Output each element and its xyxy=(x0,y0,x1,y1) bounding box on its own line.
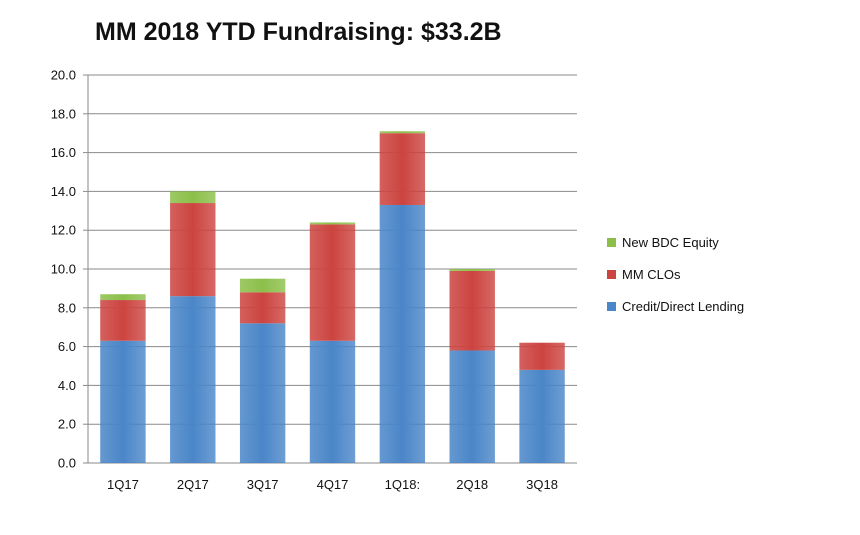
bar-segment-mm-clos-1q18 xyxy=(379,133,426,205)
x-axis-tick-labels: 1Q17 2Q17 3Q17 4Q17 1Q18: 2Q18 3Q18 xyxy=(107,477,558,492)
bar-segment-mm-clos-4q17 xyxy=(309,224,356,341)
bar-segment-mm-clos-2q17 xyxy=(170,203,216,297)
bar-segment-new-bdc-equity-2q18 xyxy=(449,269,495,271)
legend-swatch xyxy=(607,270,616,279)
x-tick-label: 1Q17 xyxy=(107,477,139,492)
bar-segment-new-bdc-equity-1q17 xyxy=(100,294,146,301)
bar-segment-credit-direct-lending-2q17 xyxy=(170,296,216,463)
legend: New BDC Equity MM CLOs Credit/Direct Lendi… xyxy=(607,235,744,314)
legend-label: MM CLOs xyxy=(622,267,681,282)
y-tick-label: 4.0 xyxy=(58,378,76,393)
legend-label: New BDC Equity xyxy=(622,235,719,250)
y-tick-label: 10.0 xyxy=(51,262,76,277)
bar-segment-new-bdc-equity-3q17 xyxy=(239,278,286,293)
bar-segment-credit-direct-lending-2q18 xyxy=(449,350,495,463)
bar-segment-credit-direct-lending-3q18 xyxy=(519,369,565,463)
bar-segment-credit-direct-lending-1q18 xyxy=(379,204,426,464)
x-tick-label: 2Q18 xyxy=(456,477,488,492)
x-tick-label: 4Q17 xyxy=(317,477,349,492)
x-tick-label: 3Q17 xyxy=(247,477,279,492)
y-tick-label: 0.0 xyxy=(58,456,76,471)
x-tick-label: 3Q18 xyxy=(526,477,558,492)
legend-swatch xyxy=(607,238,616,247)
legend-swatch xyxy=(607,302,616,311)
y-tick-label: 14.0 xyxy=(51,184,76,199)
y-axis-tick-labels: 0.0 2.0 4.0 6.0 8.0 10.0 12.0 14.0 16.0 18.0 20.0 xyxy=(51,68,76,471)
chart-title: MM 2018 YTD Fundraising: $33.2B xyxy=(95,18,502,46)
y-tick-label: 6.0 xyxy=(58,339,76,354)
bar-segment-mm-clos-3q17 xyxy=(239,292,286,324)
bar-segment-mm-clos-1q17 xyxy=(100,300,146,341)
y-tick-label: 20.0 xyxy=(51,68,76,83)
y-tick-label: 2.0 xyxy=(58,417,76,432)
bar-segment-mm-clos-2q18 xyxy=(449,270,495,351)
y-tick-label: 18.0 xyxy=(51,106,76,121)
bar-segment-credit-direct-lending-4q17 xyxy=(309,340,356,463)
y-tick-label: 8.0 xyxy=(58,300,76,315)
bar-segment-new-bdc-equity-2q17 xyxy=(170,191,216,204)
x-tick-label: 2Q17 xyxy=(177,477,209,492)
bars xyxy=(100,131,565,464)
bar-segment-new-bdc-equity-4q17 xyxy=(309,222,356,225)
legend-label: Credit/Direct Lending xyxy=(622,299,744,314)
bar-segment-credit-direct-lending-1q17 xyxy=(100,340,146,463)
x-tick-label: 1Q18: xyxy=(385,477,420,492)
y-tick-label: 12.0 xyxy=(51,223,76,238)
bar-segment-credit-direct-lending-3q17 xyxy=(239,323,286,463)
bar-segment-new-bdc-equity-1q18 xyxy=(379,131,426,134)
bar-segment-mm-clos-3q18 xyxy=(519,342,565,370)
y-tick-label: 16.0 xyxy=(51,145,76,160)
